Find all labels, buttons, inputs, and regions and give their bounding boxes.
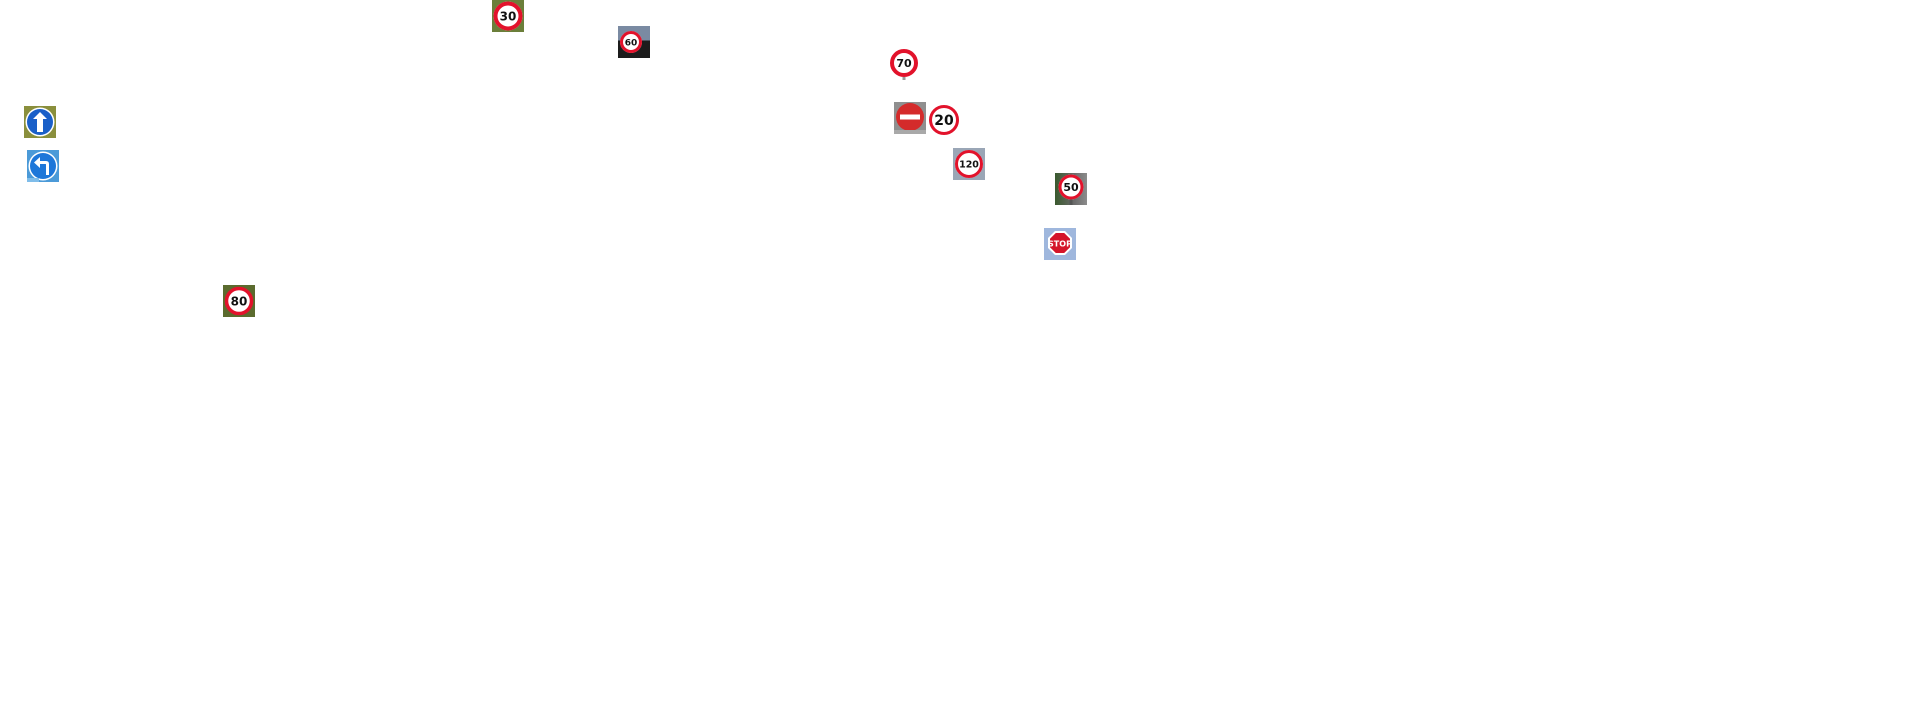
speed-limit-30-sign: 30: [492, 0, 524, 32]
speed-limit-20-sign: 20: [928, 104, 960, 136]
sign-text: 60: [625, 39, 638, 49]
mandatory-ahead-sign: [24, 106, 56, 138]
sign-text: STOP: [1048, 240, 1072, 249]
sign-text: 50: [1063, 181, 1079, 194]
sign-text: 20: [934, 113, 954, 129]
sign-text: 80: [231, 295, 248, 309]
arrow-turn-left-icon: [34, 157, 49, 175]
no-entry-sign: [894, 102, 926, 134]
speed-limit-70-sign: 70: [888, 48, 920, 80]
arrow-up-icon: [33, 112, 47, 132]
speed-limit-50-sign: 50: [1055, 173, 1087, 205]
stop-sign: STOP: [1044, 228, 1076, 260]
speed-limit-80-sign: 80: [223, 285, 255, 317]
sign-text: 70: [896, 57, 912, 70]
sign-text: 30: [500, 10, 517, 24]
speed-limit-120-sign: 120: [953, 148, 985, 180]
sign-text: 120: [959, 160, 979, 171]
mandatory-turn-left-sign: [27, 150, 59, 182]
speed-limit-60-sign: 60: [618, 26, 650, 58]
